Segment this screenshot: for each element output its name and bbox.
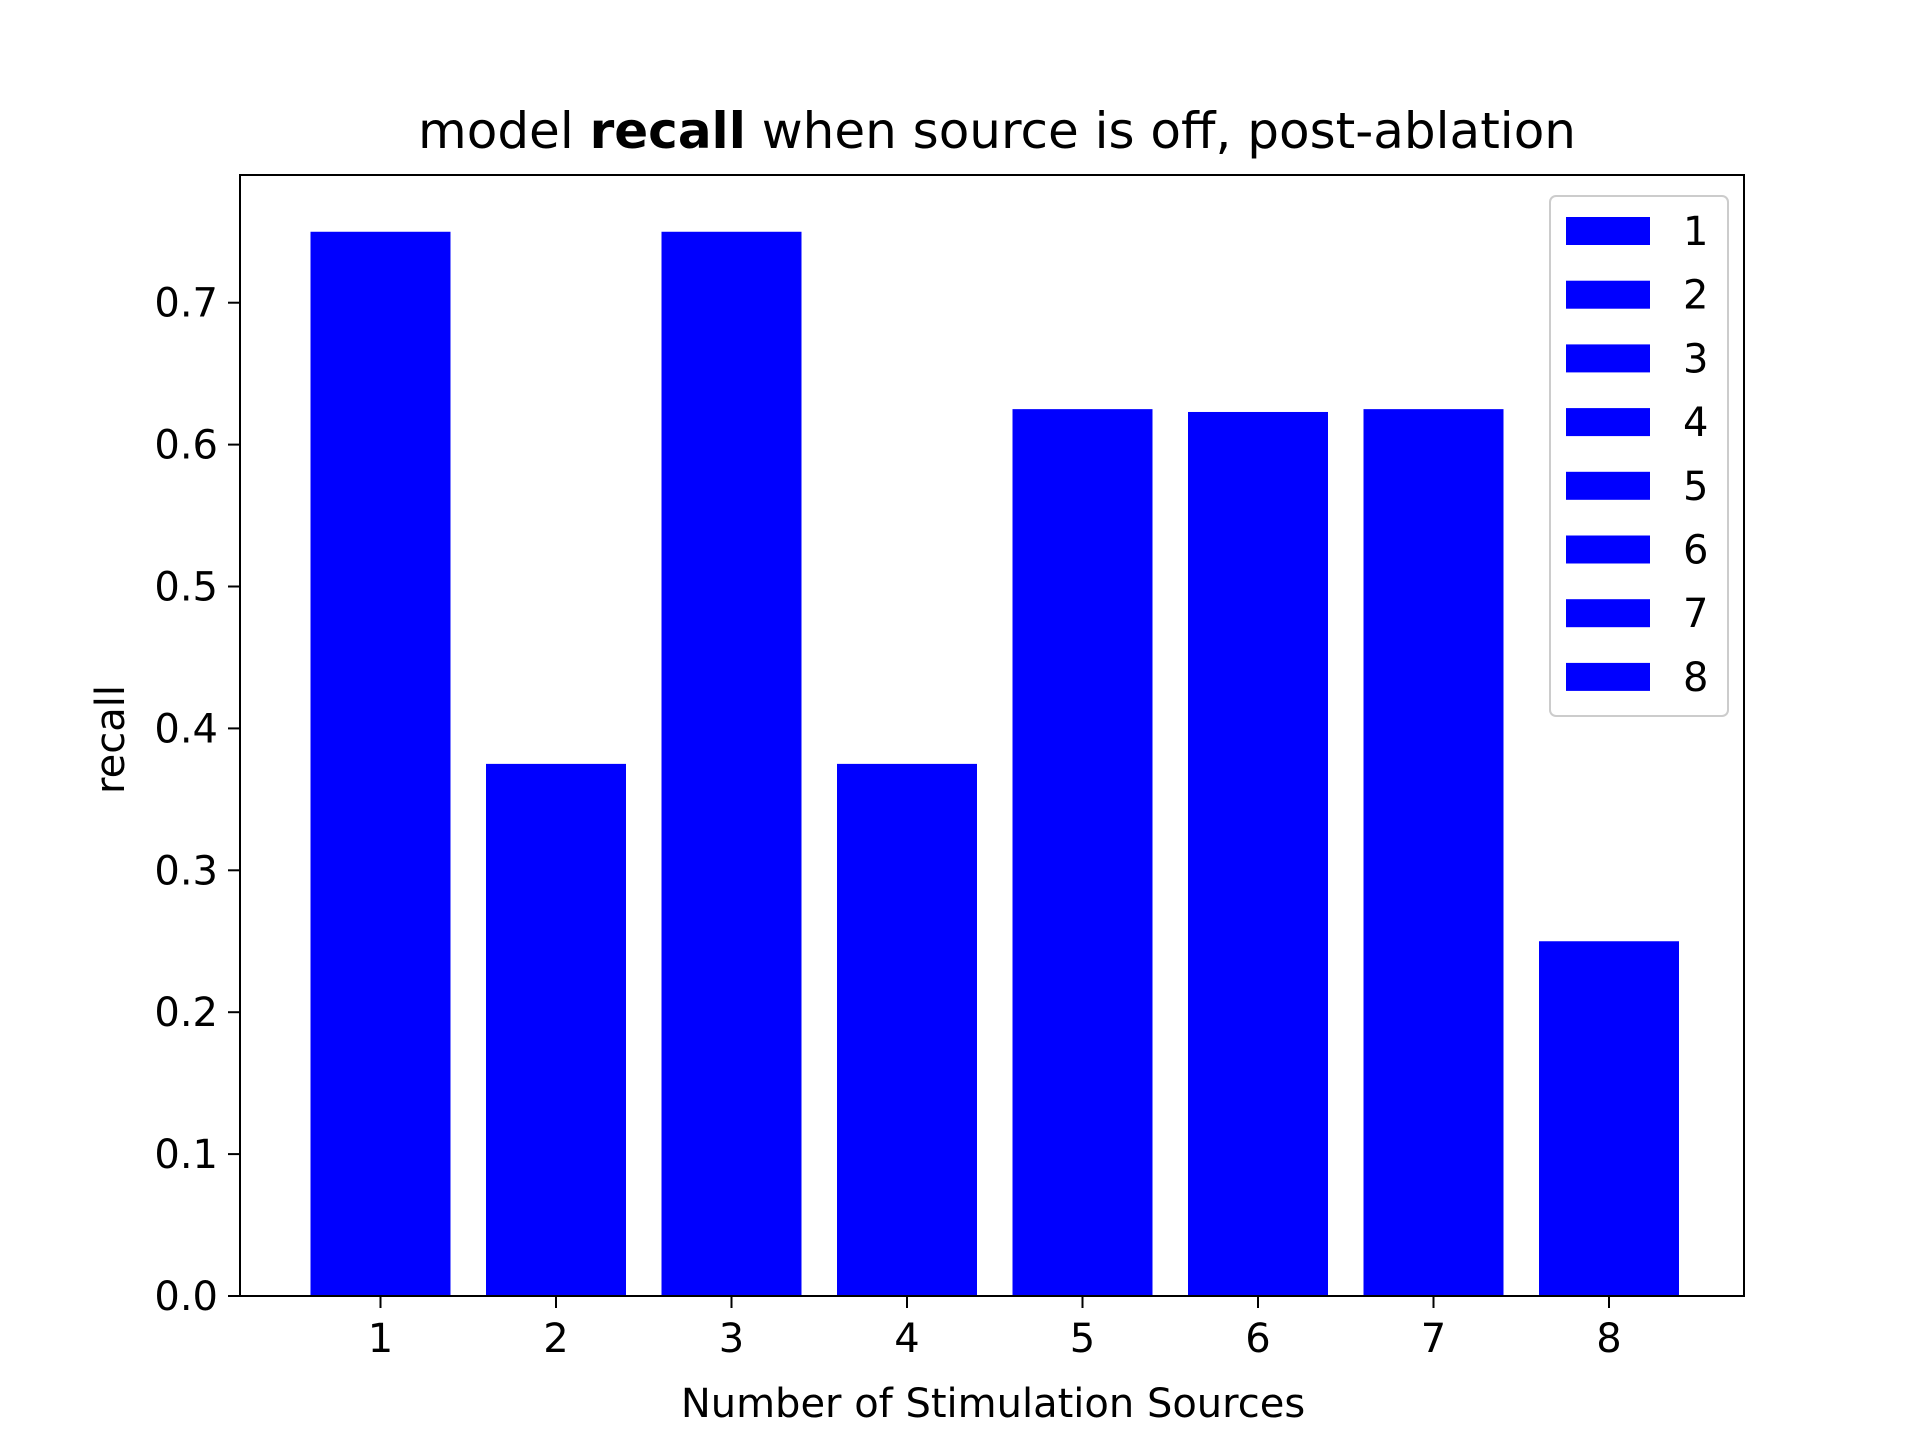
y-tick-label: 0.7: [154, 281, 218, 327]
legend-label: 5: [1683, 464, 1708, 510]
y-tick-label: 0.6: [154, 423, 218, 469]
legend-swatch: [1566, 344, 1650, 373]
x-tick-label: 7: [1421, 1316, 1446, 1362]
bar-8: [1539, 941, 1679, 1296]
legend-label: 6: [1683, 528, 1708, 574]
legend-swatch: [1566, 280, 1650, 309]
bar-6: [1188, 411, 1328, 1296]
legend-swatch: [1566, 599, 1650, 628]
legend-label: 1: [1683, 209, 1708, 255]
legend-box: [1549, 195, 1729, 717]
legend-swatch: [1566, 535, 1650, 564]
x-tick-label: 5: [1070, 1316, 1095, 1362]
bar-1: [310, 231, 451, 1296]
legend-swatch: [1566, 217, 1650, 245]
chart-title: model recall when source is off, post-ab…: [418, 102, 1576, 160]
legend-swatch: [1566, 408, 1650, 437]
x-tick-label: 8: [1596, 1316, 1621, 1362]
legend-label: 4: [1683, 400, 1708, 446]
title-suffix: when source is off, post-ablation: [746, 102, 1576, 160]
legend-label: 2: [1683, 273, 1708, 319]
bar-2: [486, 763, 626, 1296]
x-tick-label: 1: [368, 1316, 393, 1362]
title-emphasis: recall: [590, 102, 746, 160]
legend-label: 7: [1683, 591, 1708, 637]
title-prefix: model: [418, 102, 590, 160]
x-tick-label: 3: [719, 1316, 744, 1362]
bar-7: [1363, 409, 1504, 1296]
bar-4: [837, 763, 977, 1296]
plot-frame: [239, 174, 1745, 1297]
y-tick-label: 0.3: [154, 848, 218, 894]
y-tick-label: 0.1: [154, 1132, 218, 1178]
bar-3: [661, 231, 802, 1296]
y-tick-label: 0.4: [154, 706, 218, 752]
legend-label: 8: [1683, 655, 1708, 701]
bars-group: [310, 231, 1679, 1296]
x-axis-label: Number of Stimulation Sources: [681, 1381, 1305, 1427]
x-tick-label: 6: [1245, 1316, 1270, 1362]
legend-swatch: [1566, 471, 1650, 500]
x-tick-label: 4: [894, 1316, 919, 1362]
bar-5: [1012, 409, 1153, 1296]
y-tick-label: 0.5: [154, 565, 218, 611]
y-axis-label: recall: [88, 685, 134, 794]
y-tick-label: 0.0: [154, 1274, 218, 1320]
legend: 1 2 3 4 5 6 7 8: [1549, 195, 1729, 717]
y-axis: 0.0 0.1 0.2 0.3 0.4 0.5 0.6 0.7: [154, 281, 240, 1320]
x-tick-label: 2: [543, 1316, 568, 1362]
y-tick-label: 0.2: [154, 990, 218, 1036]
x-axis: 1 2 3 4 5 6 7 8: [368, 1296, 1622, 1362]
legend-label: 3: [1683, 336, 1708, 382]
legend-swatch: [1566, 662, 1650, 691]
